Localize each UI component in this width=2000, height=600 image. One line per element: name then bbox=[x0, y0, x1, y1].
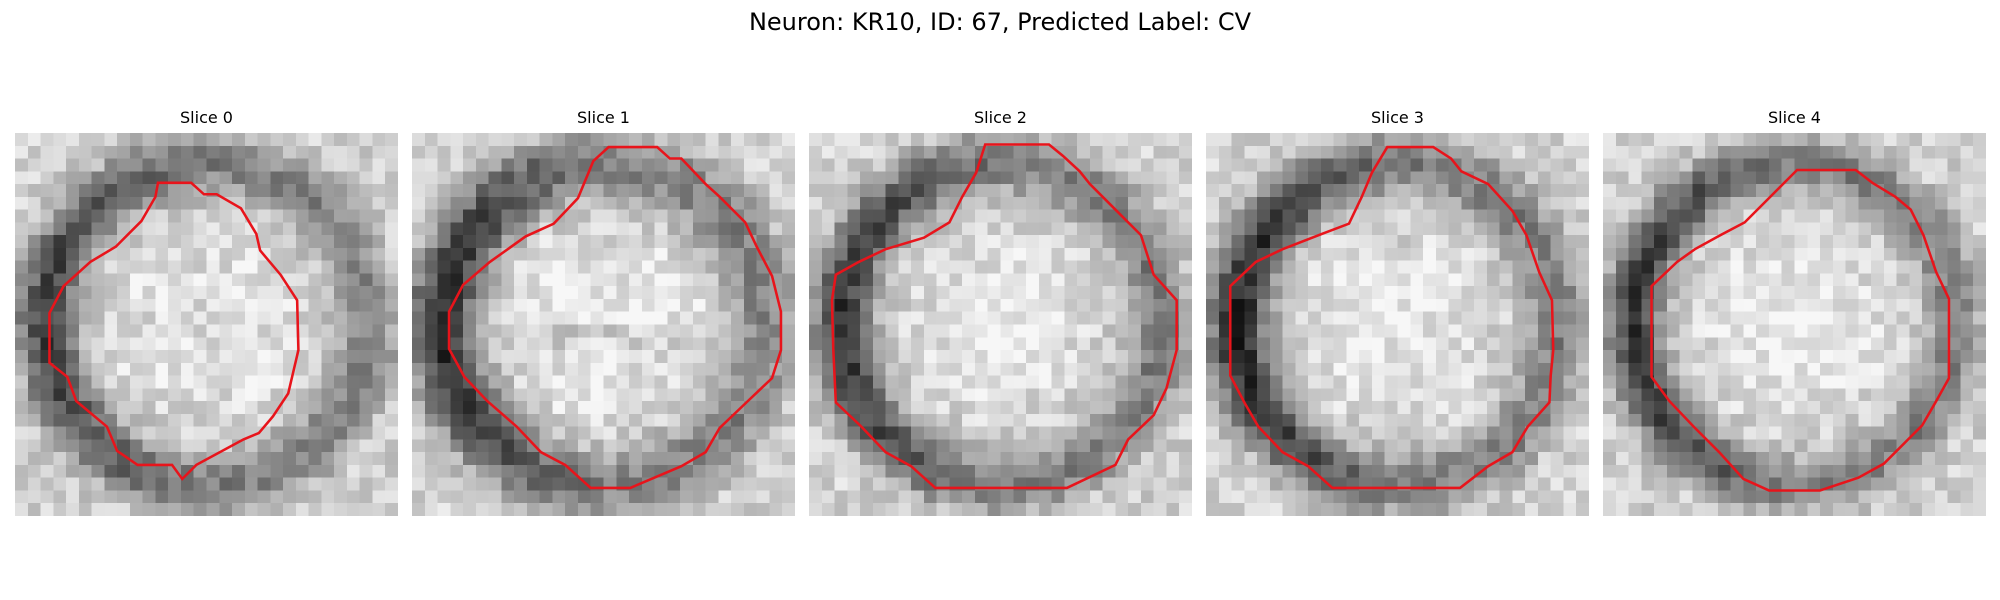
slice-title: Slice 3 bbox=[1371, 108, 1424, 127]
slice-image bbox=[1603, 133, 1986, 516]
slice-image bbox=[809, 133, 1192, 516]
slice-title: Slice 0 bbox=[180, 108, 233, 127]
slice-image bbox=[1206, 133, 1589, 516]
segmentation-contour bbox=[1650, 168, 1951, 492]
slice-image bbox=[412, 133, 795, 516]
segmentation-contour bbox=[48, 181, 300, 481]
slice-title: Slice 4 bbox=[1768, 108, 1821, 127]
slice-title: Slice 1 bbox=[577, 108, 630, 127]
slice-title: Slice 2 bbox=[974, 108, 1027, 127]
segmentation-contour bbox=[830, 143, 1178, 490]
segmentation-contour bbox=[447, 145, 783, 490]
segmentation-contour bbox=[1228, 145, 1555, 490]
figure-title: Neuron: KR10, ID: 67, Predicted Label: C… bbox=[748, 8, 1252, 36]
slice-image bbox=[15, 133, 398, 516]
